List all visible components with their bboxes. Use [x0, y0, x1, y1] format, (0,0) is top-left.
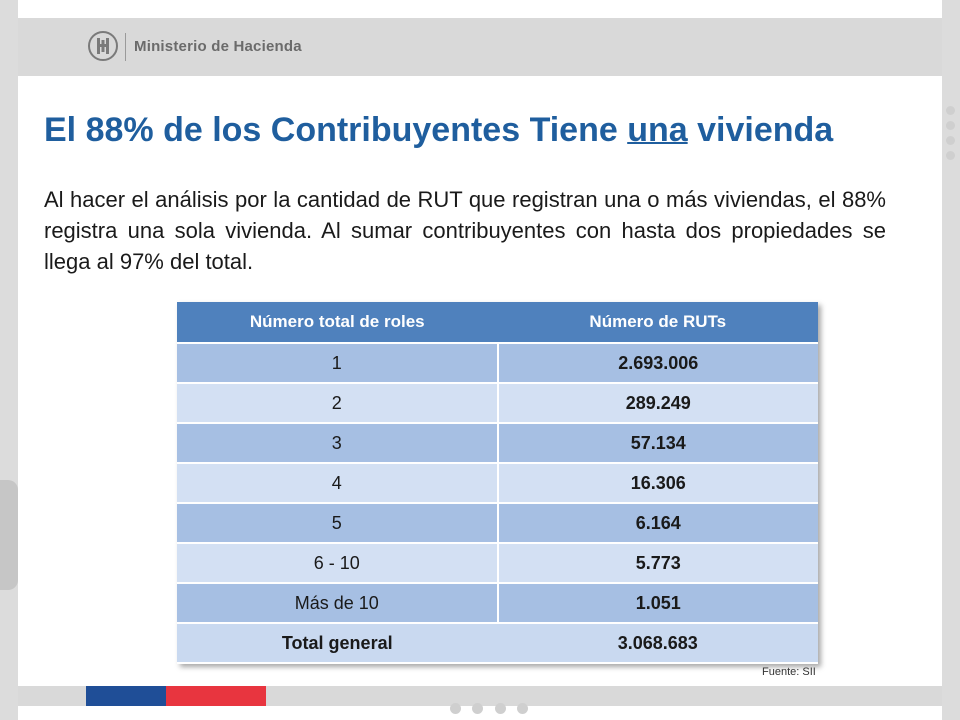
- slide-side-tab: [0, 480, 18, 590]
- decoration-dot: [494, 703, 506, 714]
- ruts-cell: 16.306: [497, 463, 818, 504]
- decoration-dot: [517, 703, 529, 714]
- total-value-cell: 3.068.683: [497, 623, 818, 664]
- footer-flag-red: [166, 686, 266, 706]
- table-row: 3 57.134: [177, 423, 818, 464]
- roles-cell: 4: [177, 463, 499, 504]
- decoration-dot: [946, 151, 955, 160]
- table-row: 4 16.306: [177, 463, 818, 504]
- roles-cell: 3: [177, 423, 499, 464]
- title-text-after: vivienda: [687, 111, 834, 149]
- roles-cell: 5: [177, 503, 499, 544]
- roles-cell: 6 - 10: [177, 543, 499, 584]
- title-text-before: El 88% de los Contribuyentes Tiene: [44, 111, 628, 149]
- header-band: [18, 18, 942, 76]
- bottom-decoration-dots: [450, 701, 535, 719]
- ruts-cell: 57.134: [497, 423, 818, 464]
- slide-frame-left: [0, 0, 18, 720]
- table-total-row: Total general 3.068.683: [177, 623, 818, 664]
- coat-of-arms-icon: [88, 31, 118, 61]
- decoration-dot: [946, 106, 955, 115]
- side-decoration-dots: [942, 106, 960, 166]
- table-row: 2 289.249: [177, 383, 818, 424]
- total-label-cell: Total general: [177, 623, 498, 664]
- column-header-roles: Número total de roles: [177, 302, 498, 344]
- ruts-cell: 5.773: [497, 543, 818, 584]
- data-table-container: Número total de roles Número de RUTs 1 2…: [177, 302, 818, 664]
- slide-frame-right: [942, 0, 960, 720]
- table-row: 5 6.164: [177, 503, 818, 544]
- ruts-cell: 289.249: [497, 383, 818, 424]
- decoration-dot: [946, 136, 955, 145]
- decoration-dot: [472, 703, 484, 714]
- roles-cell: Más de 10: [177, 583, 499, 624]
- roles-cell: 2: [177, 383, 499, 424]
- roles-ruts-table: Número total de roles Número de RUTs 1 2…: [177, 302, 818, 664]
- logo-separator: [125, 33, 126, 61]
- slide-title: El 88% de los Contribuyentes Tiene una v…: [44, 111, 833, 150]
- footer-flag-blue: [86, 686, 166, 706]
- ruts-cell: 6.164: [497, 503, 818, 544]
- table-header-row: Número total de roles Número de RUTs: [177, 302, 818, 344]
- ministry-logo-text: Ministerio de Hacienda: [134, 38, 302, 55]
- ruts-cell: 2.693.006: [497, 343, 818, 384]
- column-header-ruts: Número de RUTs: [497, 302, 818, 344]
- roles-cell: 1: [177, 343, 499, 384]
- body-paragraph: Al hacer el análisis por la cantidad de …: [44, 187, 886, 274]
- title-underlined-word: una: [627, 111, 688, 149]
- decoration-dot: [946, 121, 955, 130]
- table-row: 6 - 10 5.773: [177, 543, 818, 584]
- decoration-dot: [450, 703, 461, 714]
- source-note: Fuente: SII: [762, 666, 816, 678]
- ruts-cell: 1.051: [497, 583, 818, 624]
- table-row: 1 2.693.006: [177, 343, 818, 384]
- table-row: Más de 10 1.051: [177, 583, 818, 624]
